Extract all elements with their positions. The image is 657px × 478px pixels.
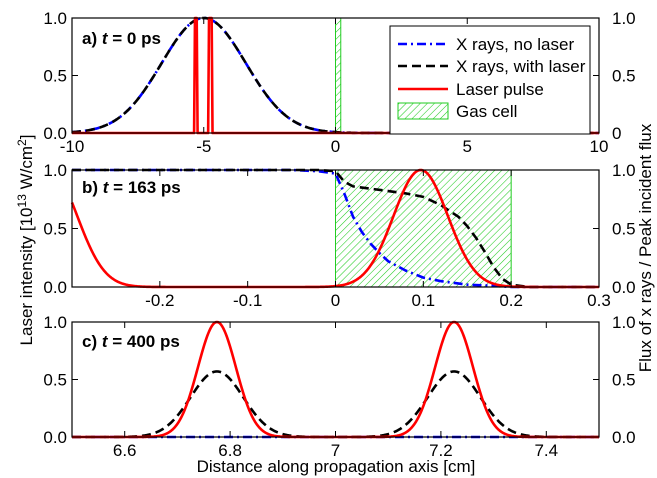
series-c-x-rays-with-laser xyxy=(71,370,600,439)
panel-a-tag: a) t = 0 ps xyxy=(82,29,161,48)
panel-b: -0.2 -0.1 0 0.1 0.2 0.30.00.51.00.00.51.0 xyxy=(43,161,635,310)
y-tick-label-right-b: 0.5 xyxy=(612,220,636,239)
legend-label-laser-pulse: Laser pulse xyxy=(456,80,544,99)
y-tick-label-left-c: 0.0 xyxy=(43,428,67,447)
y-tick-label-left-b: 0.5 xyxy=(43,220,67,239)
x-tick-label-c: 7.2 xyxy=(429,441,453,460)
panel-c-tag: c) t = 400 ps xyxy=(82,332,180,351)
y-tick-label-right-c: 1.0 xyxy=(612,313,636,332)
y-tick-label-left-b: 0.0 xyxy=(43,278,67,297)
x-tick-label-a: -10 xyxy=(60,137,85,156)
series-b-x-rays-no-laser xyxy=(72,168,599,289)
x-tick-label-b: -0.1 xyxy=(233,291,262,310)
legend-label-gas-cell: Gas cell xyxy=(456,102,517,121)
legend-label-no-laser: X rays, no laser xyxy=(456,35,574,54)
y-tick-label-right-a: 1.0 xyxy=(612,9,636,28)
legend: X rays, no laser X rays, with laser Lase… xyxy=(389,25,591,135)
y-tick-label-right-c: 0.0 xyxy=(612,428,636,447)
y-tick-label-left-a: 0.0 xyxy=(43,124,67,143)
y-tick-label-left-a: 0.5 xyxy=(43,67,67,86)
x-tick-label-a: -5 xyxy=(196,137,211,156)
y-tick-label-left-c: 0.5 xyxy=(43,371,67,390)
x-tick-label-b: 0.1 xyxy=(412,291,436,310)
legend-label-with-laser: X rays, with laser xyxy=(456,57,586,76)
y-tick-label-left-c: 1.0 xyxy=(43,313,67,332)
x-tick-label-a: 5 xyxy=(463,137,472,156)
x-tick-label-b: -0.2 xyxy=(145,291,174,310)
y-tick-label-left-a: 1.0 xyxy=(43,9,67,28)
y-tick-label-left-b: 1.0 xyxy=(43,161,67,180)
y-tick-label-right-a: 0 xyxy=(612,124,621,143)
x-tick-label-c: 6.6 xyxy=(113,441,137,460)
x-tick-label-b: 0.3 xyxy=(587,291,611,310)
x-tick-label-a: 10 xyxy=(590,137,609,156)
x-tick-label-c: 7 xyxy=(331,441,340,460)
y-tick-label-right-c: 0.5 xyxy=(612,371,636,390)
legend-swatch-gas-cell xyxy=(397,102,449,120)
x-tick-label-b: 0 xyxy=(331,291,340,310)
y-tick-label-right-a: 0.5 xyxy=(612,67,636,86)
y-axis-label-right: Flux of x rays / Peak incident flux xyxy=(636,123,655,372)
x-tick-label-c: 6.8 xyxy=(218,441,242,460)
gas-cell-a xyxy=(335,17,342,134)
gas-cell-b xyxy=(335,169,512,288)
x-tick-label-b: 0.2 xyxy=(499,291,523,310)
y-tick-label-right-b: 0.0 xyxy=(612,278,636,297)
x-tick-label-c: 7.4 xyxy=(534,441,558,460)
panel-c: 6.6 6.8 7 7.2 7.4 0.0 0.5 1.0 0.0 0.5 1.0 xyxy=(43,313,635,460)
y-axis-label-left: Laser intensity [1013 W/cm2] xyxy=(15,135,36,346)
panel-b-tag: b) t = 163 ps xyxy=(82,178,181,197)
x-axis-label: Distance along propagation axis [cm] xyxy=(197,457,476,476)
x-tick-label-a: 0 xyxy=(331,137,340,156)
y-tick-label-right-b: 1.0 xyxy=(612,161,636,180)
